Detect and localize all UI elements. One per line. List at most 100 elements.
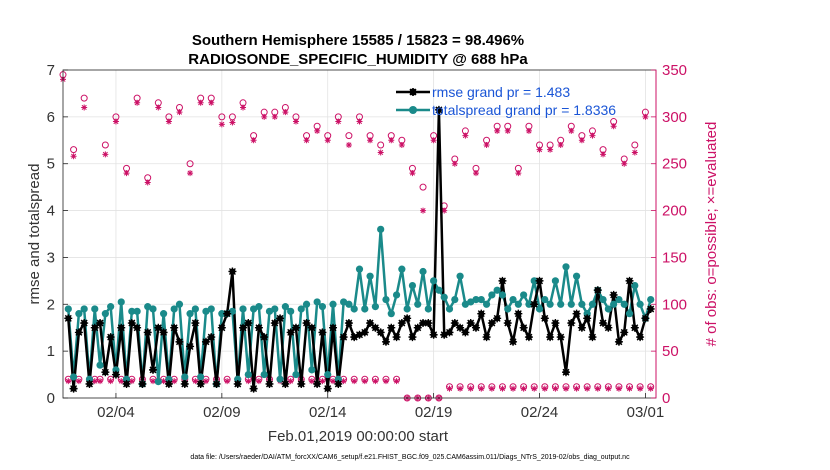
totalspread-point xyxy=(588,300,597,308)
totalspread-point xyxy=(244,370,252,379)
totalspread-point xyxy=(355,265,364,273)
totalspread-point xyxy=(572,272,581,280)
rmse-point xyxy=(614,337,623,346)
rmse-point xyxy=(583,314,592,323)
obs-possible-point xyxy=(377,141,385,149)
totalspread-point xyxy=(424,305,432,313)
totalspread-point xyxy=(80,305,88,313)
obs-evaluated-point xyxy=(531,385,538,392)
rmse-point xyxy=(196,379,205,388)
totalspread-point xyxy=(239,305,247,313)
obs-evaluated-point xyxy=(229,119,236,126)
totalspread-point xyxy=(419,267,427,276)
rmse-point xyxy=(244,319,253,328)
rmse-point xyxy=(90,323,99,332)
rmse-point xyxy=(117,323,126,332)
rmse-point xyxy=(620,328,629,337)
obs-evaluated-point xyxy=(488,385,495,392)
totalspread-point xyxy=(604,305,612,313)
totalspread-point xyxy=(430,277,438,285)
totalspread-point xyxy=(445,305,454,313)
rmse-point xyxy=(466,319,475,328)
totalspread-point xyxy=(414,300,422,308)
totalspread-point xyxy=(535,305,544,313)
rmse-point xyxy=(381,337,390,346)
totalspread-point xyxy=(377,225,385,233)
obs-evaluated-point xyxy=(192,378,199,385)
obs-evaluated-point xyxy=(377,149,384,156)
rmse-point xyxy=(498,276,507,285)
obs-evaluated-point xyxy=(647,385,654,392)
obs-evaluated-point xyxy=(552,385,559,392)
totalspread-point xyxy=(456,272,464,280)
totalspread-point xyxy=(122,375,131,383)
totalspread-point xyxy=(170,305,178,313)
rmse-point xyxy=(297,379,306,388)
rmse-point xyxy=(111,370,120,379)
obs-evaluated-point xyxy=(483,141,490,148)
rmse-point xyxy=(503,319,512,328)
y-tick-label: 4 xyxy=(47,203,55,220)
rmse-point xyxy=(397,319,406,328)
totalspread-point xyxy=(154,378,162,386)
grid xyxy=(63,70,656,398)
obs-evaluated-point xyxy=(271,113,278,120)
rmse-point xyxy=(540,314,549,323)
y-tick-label: 7 xyxy=(47,62,55,79)
obs-evaluated-point xyxy=(637,385,644,392)
y2-tick-label: 0 xyxy=(662,390,670,407)
obs-evaluated-point xyxy=(626,385,633,392)
rmse-point xyxy=(588,333,597,342)
totalspread-point xyxy=(107,303,115,311)
obs-evaluated-point xyxy=(340,378,347,385)
rmse-point xyxy=(191,319,200,328)
y2-tick-label: 350 xyxy=(662,62,687,79)
obs-evaluated-point xyxy=(245,378,252,385)
rmse-point xyxy=(175,337,184,346)
totalspread-point xyxy=(329,300,337,308)
rmse-point xyxy=(101,368,110,377)
obs-evaluated-point xyxy=(594,385,601,392)
rmse-point xyxy=(80,319,89,328)
obs-evaluated-point xyxy=(202,378,209,385)
rmse-point xyxy=(329,323,338,332)
rmse-point xyxy=(170,323,179,332)
totalspread-point xyxy=(482,300,491,308)
obs-evaluated-point xyxy=(621,160,628,167)
rmse-point xyxy=(323,384,332,393)
obs-evaluated-point xyxy=(642,113,649,120)
rmse-point xyxy=(551,319,560,328)
rmse-point xyxy=(561,368,570,377)
obs-evaluated-point xyxy=(547,146,554,153)
totalspread-point xyxy=(302,300,311,308)
totalspread-point xyxy=(610,300,618,308)
totalspread-point xyxy=(520,291,528,299)
rmse-point xyxy=(212,379,221,388)
totalspread-point xyxy=(647,296,655,304)
totalspread-point xyxy=(271,305,279,313)
totalspread-point xyxy=(451,296,459,304)
obs-evaluated-point xyxy=(261,113,268,120)
obs-evaluated-point xyxy=(75,378,82,385)
obs-evaluated-point xyxy=(510,385,517,392)
x-tick-label: 02/24 xyxy=(521,404,559,421)
totalspread-point xyxy=(324,370,332,379)
totalspread-point xyxy=(313,298,321,306)
y2-axis-ticks: 0 50 100 150 200 250 300 350 xyxy=(651,62,687,407)
rmse-point xyxy=(127,319,136,328)
obs-evaluated-point xyxy=(525,127,532,134)
y2-tick-label: 200 xyxy=(662,203,687,220)
rmse-point xyxy=(477,309,486,318)
obs-evaluated-point xyxy=(70,153,77,160)
obs-evaluated-point xyxy=(541,385,548,392)
rmse-point xyxy=(307,323,316,332)
rmse-point xyxy=(164,379,173,388)
x-tick-label: 02/09 xyxy=(203,404,241,421)
obs-evaluated-point xyxy=(578,137,585,144)
obs-evaluated-point xyxy=(361,378,368,385)
y-axis-ticks: 0 1 2 3 4 5 6 7 xyxy=(47,62,68,407)
rmse-point xyxy=(641,314,650,323)
totalspread-point xyxy=(69,373,78,381)
obs-evaluated-point xyxy=(430,137,437,144)
